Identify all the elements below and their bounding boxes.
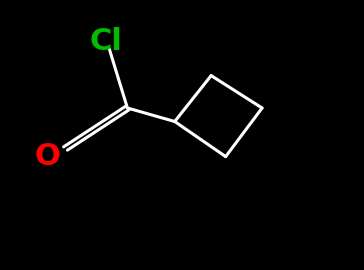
Text: O: O (35, 142, 60, 171)
Text: Cl: Cl (89, 27, 122, 56)
